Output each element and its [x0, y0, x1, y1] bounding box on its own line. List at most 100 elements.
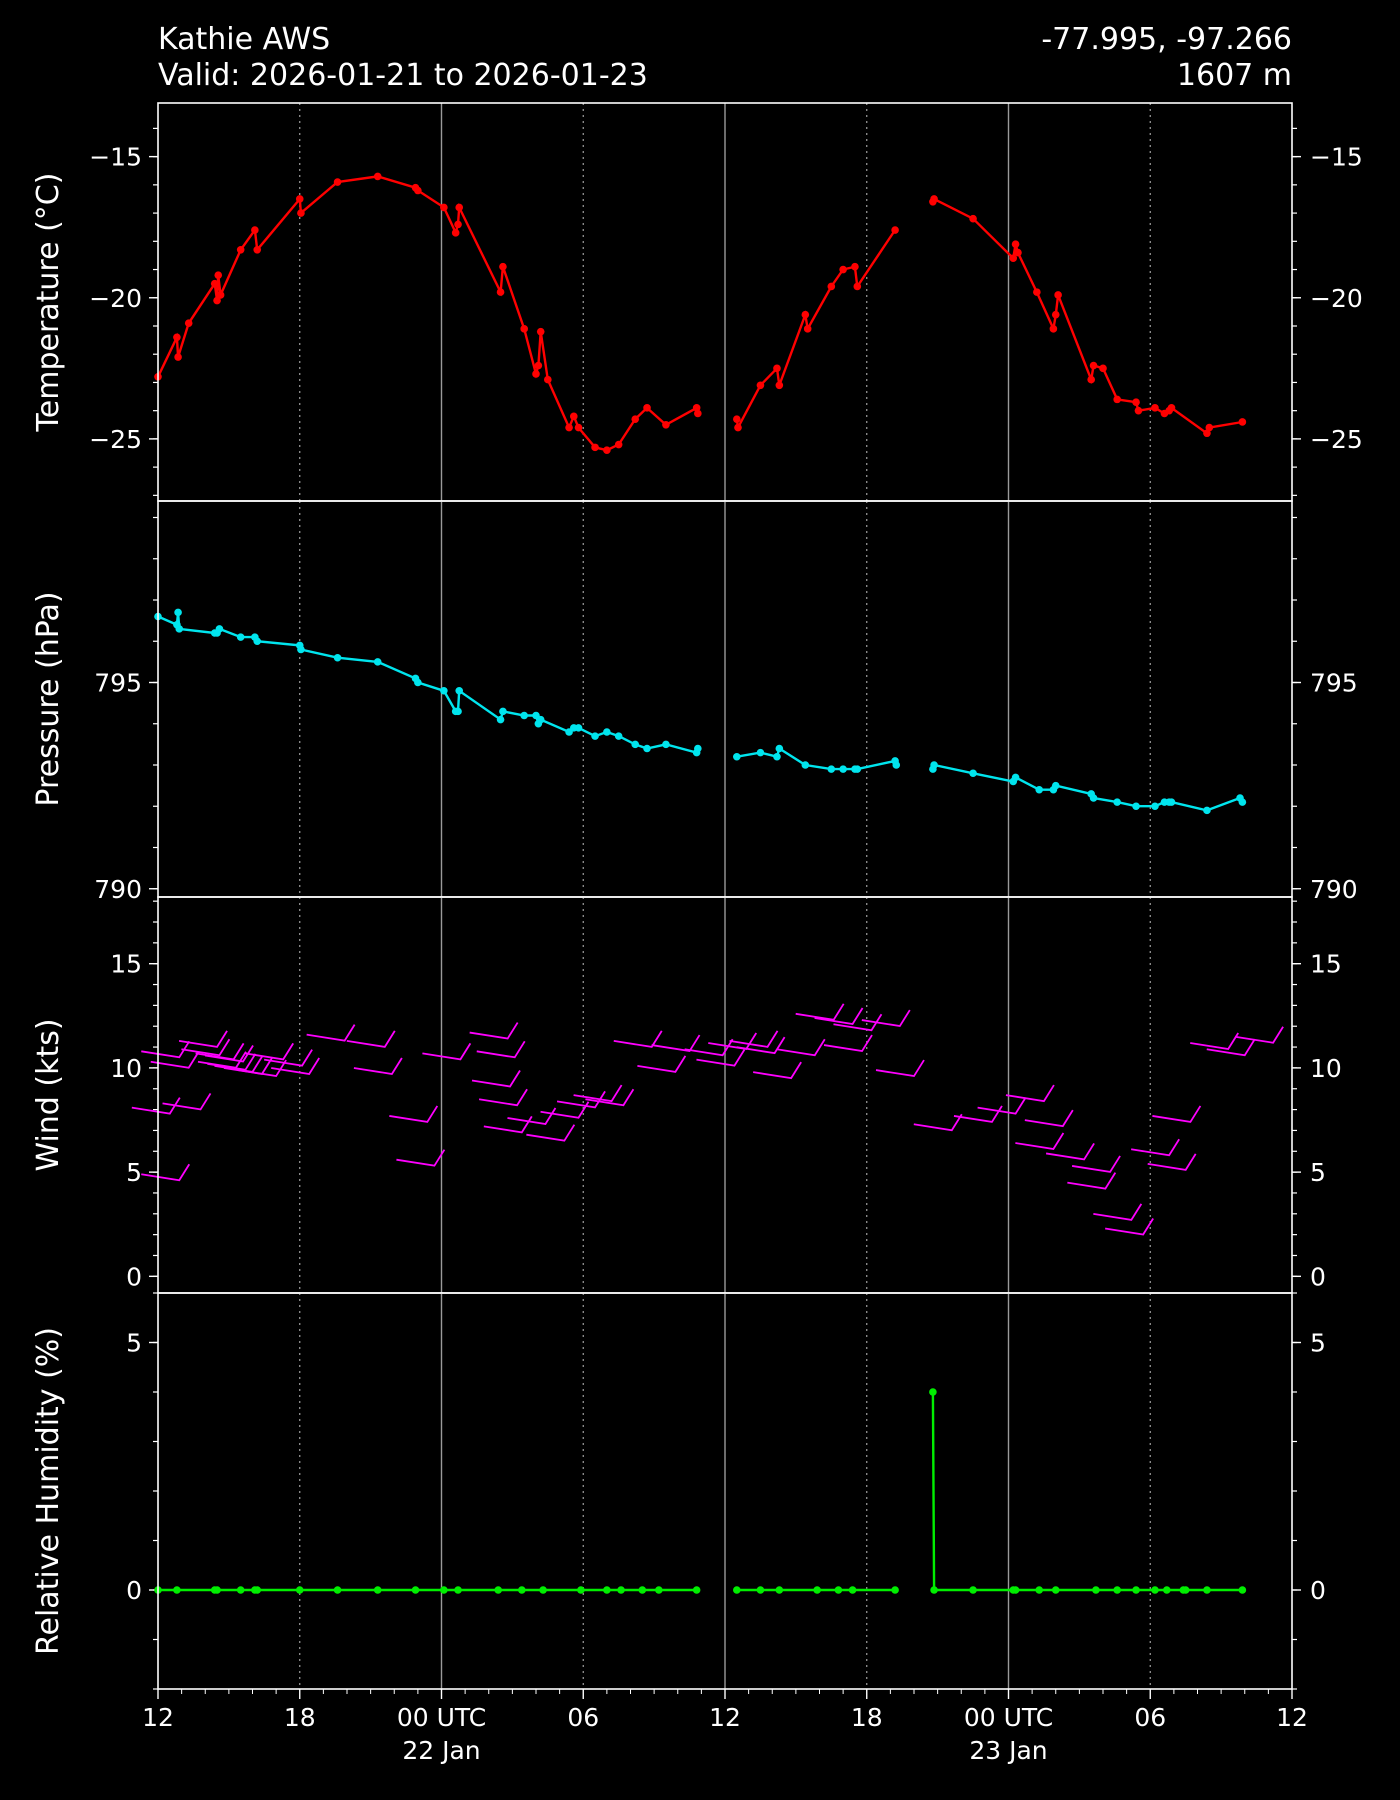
y-tick-label: 5: [1310, 1329, 1326, 1358]
y-tick-label: −20: [89, 284, 142, 313]
humidity-point: [236, 1586, 245, 1594]
temperature-point: [174, 353, 182, 361]
wind-barb: [271, 1057, 320, 1075]
pressure-point: [414, 678, 422, 687]
wind-barb: [833, 1013, 883, 1032]
temperature-point: [853, 282, 862, 291]
wind-barb: [471, 1070, 521, 1088]
humidity-point: [1092, 1586, 1100, 1594]
pressure-point: [536, 715, 545, 724]
temperature-point: [775, 381, 784, 390]
temperature-point: [1089, 361, 1098, 370]
y-tick-label: −25: [1310, 425, 1363, 454]
temperature-point: [496, 288, 505, 296]
wind-barb: [422, 1042, 472, 1061]
temperature-line: [931, 197, 1243, 436]
pressure-point: [574, 724, 583, 732]
pressure-point: [694, 744, 702, 753]
y-axis-label: Pressure (hPa): [31, 591, 66, 806]
x-tick-label: 18: [284, 1703, 316, 1732]
y-tick-label: 0: [1310, 1576, 1326, 1605]
humidity-point: [756, 1586, 765, 1594]
temperature-point: [756, 381, 765, 390]
y-tick-label: −15: [1310, 143, 1363, 172]
wind-barb: [1067, 1172, 1117, 1190]
humidity-point: [1113, 1586, 1121, 1594]
x-tick-label: 12: [142, 1703, 174, 1732]
y-tick-label: 5: [126, 1158, 142, 1187]
y-tick-label: 795: [94, 669, 142, 698]
humidity-point: [1051, 1586, 1060, 1594]
wind-barb: [736, 1036, 786, 1055]
wind-barb: [913, 1113, 963, 1132]
y-tick-label: −15: [89, 143, 142, 172]
wind-barb: [1093, 1203, 1143, 1221]
humidity-point: [930, 1586, 938, 1594]
humidity-point: [1151, 1586, 1159, 1594]
temperature-point: [694, 409, 702, 418]
wind-barb: [526, 1124, 576, 1142]
humidity-line: [931, 1391, 1243, 1592]
panel-humidity: 5 5 0 0 Relative Humidity (%): [31, 1292, 1326, 1690]
temperature-point: [536, 327, 545, 336]
wind-barb: [1045, 1142, 1095, 1161]
pressure-point: [333, 653, 342, 662]
humidity-point: [1011, 1586, 1020, 1594]
humidity-point: [1132, 1586, 1140, 1594]
humidity-point: [692, 1586, 701, 1594]
humidity-point: [929, 1388, 937, 1396]
wind-barb: [1234, 1026, 1284, 1044]
wind-barb: [776, 1038, 826, 1057]
temperature-point: [603, 446, 611, 454]
pressure-point: [969, 769, 977, 778]
wind-barb: [150, 1051, 200, 1069]
wind-barb: [556, 1090, 606, 1109]
wind-barb: [245, 1042, 294, 1061]
pressure-point: [454, 707, 462, 716]
temperature-point: [295, 195, 304, 203]
humidity-point: [969, 1586, 977, 1594]
temperature-point: [631, 415, 640, 423]
pressure-point: [591, 732, 599, 740]
temperature-point: [499, 262, 507, 271]
x-tick-label: 00 UTC: [397, 1703, 486, 1732]
wind-barb: [585, 1088, 635, 1107]
wind-barb: [478, 1088, 528, 1107]
temperature-point: [773, 364, 781, 373]
humidity-point: [1203, 1586, 1211, 1594]
pressure-point: [1011, 773, 1020, 782]
temperature-point: [1009, 254, 1018, 263]
temperature-point: [565, 423, 573, 432]
pressure-point: [930, 761, 938, 769]
humidity-point: [1035, 1586, 1044, 1594]
pressure-point: [756, 748, 765, 757]
temperature-point: [1238, 418, 1247, 426]
valid-range: Valid: 2026-01-21 to 2026-01-23: [158, 58, 648, 93]
wind-barb: [729, 1030, 779, 1048]
panel-temperature: −15 −15 −20 −20 −25 −25 Temperature (°C): [31, 102, 1363, 502]
humidity-point: [333, 1586, 342, 1594]
temperature-point: [734, 423, 742, 432]
humidity-point: [1162, 1586, 1171, 1594]
temperature-point: [614, 440, 623, 449]
wind-barb: [346, 1030, 396, 1048]
temperature-point: [253, 245, 262, 254]
pressure-point: [853, 765, 862, 773]
pressure-line: [931, 763, 1244, 812]
wind-barb: [507, 1107, 557, 1125]
temperature-point: [851, 262, 859, 271]
temperature-point: [373, 172, 382, 181]
temperature-point: [1033, 288, 1041, 296]
y-tick-label: −20: [1310, 284, 1363, 313]
wind-barb: [1005, 1084, 1055, 1103]
pressure-point: [373, 658, 382, 666]
humidity-point: [440, 1586, 448, 1594]
panel-wind: 15 15 10 10 5 5 0 0 Wind (kts): [31, 896, 1342, 1294]
wind-barb: [306, 1024, 356, 1042]
temperature-point: [801, 310, 810, 319]
station-coords: -77.995, -97.266: [1041, 22, 1292, 57]
wind-barb: [1105, 1217, 1154, 1236]
temperature-point: [214, 271, 223, 279]
pressure-point: [215, 625, 224, 633]
temperature-line: [156, 175, 699, 452]
